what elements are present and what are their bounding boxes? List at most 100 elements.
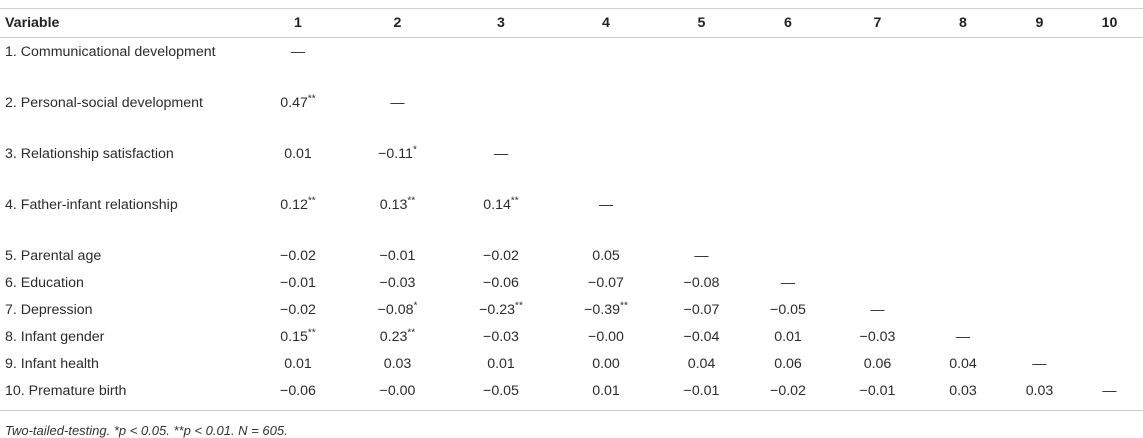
cell-value (923, 191, 1003, 242)
cell-value: −0.03 (346, 269, 449, 296)
cell-value: −0.01 (250, 269, 346, 296)
cell-value: −0.05 (744, 296, 832, 323)
correlation-value: 0.01 (592, 383, 620, 399)
cell-value: −0.02 (250, 242, 346, 269)
correlation-value: −0.01 (379, 248, 416, 264)
cell-value: −0.23** (449, 296, 553, 323)
correlation-value: −0.01 (683, 383, 720, 399)
table-body: 1. Communicational development —2. Person… (0, 38, 1143, 411)
cell-value: 0.05 (553, 242, 659, 269)
correlation-value: −0.00 (379, 383, 416, 399)
column-header-4: 4 (553, 8, 659, 38)
cell-value (1076, 38, 1143, 90)
table-row: 1. Communicational development — (0, 38, 1143, 90)
cell-value (659, 89, 744, 140)
row-label: 5. Parental age (5, 248, 102, 264)
cell-value (1003, 269, 1076, 296)
cell-value: 0.03 (346, 350, 449, 377)
column-header-8: 8 (923, 8, 1003, 38)
cell-value: −0.02 (250, 296, 346, 323)
correlation-value: — (1102, 383, 1117, 399)
correlation-value: 0.03 (383, 356, 412, 372)
correlation-value: 0.05 (592, 248, 620, 264)
correlation-value: −0.07 (683, 302, 720, 318)
cell-value (744, 140, 832, 191)
cell-value (923, 140, 1003, 191)
cell-value: — (346, 89, 449, 140)
cell-value: −0.05 (449, 377, 553, 411)
correlation-value: — (1032, 356, 1047, 372)
column-header-5: 5 (659, 8, 744, 38)
cell-value (659, 140, 744, 191)
row-label: 4. Father-infant relationship (5, 197, 178, 213)
cell-value: 0.01 (553, 377, 659, 411)
table-row: 4. Father-infant relationship 0.12** 0.13*… (0, 191, 1143, 242)
header-row: Variable 1 2 3 4 5 6 7 8 9 10 (0, 8, 1143, 38)
table-footnote: Two-tailed-testing. *p < 0.05. **p < 0.0… (5, 423, 288, 438)
cell-value: −0.01 (346, 242, 449, 269)
correlation-value: 0.06 (774, 356, 802, 372)
cell-value: −0.01 (659, 377, 744, 411)
cell-value (923, 296, 1003, 323)
correlation-value: — (694, 248, 709, 264)
cell-value: −0.39** (553, 296, 659, 323)
row-label: 10. Premature birth (0, 377, 250, 411)
cell-value: — (923, 323, 1003, 350)
cell-value: −0.04 (659, 323, 744, 350)
cell-value: −0.00 (346, 377, 449, 411)
cell-value (1076, 269, 1143, 296)
column-header-6: 6 (744, 8, 832, 38)
cell-value: −0.07 (553, 269, 659, 296)
column-header-7: 7 (832, 8, 923, 38)
cell-value: −0.01 (832, 377, 923, 411)
cell-value: 0.15** (250, 323, 346, 350)
cell-value: 0.12** (250, 191, 346, 242)
cell-value: 0.14** (449, 191, 553, 242)
correlation-value: 0.47** (280, 93, 316, 111)
table-row: 2. Personal-social development 0.47** — (0, 89, 1143, 140)
cell-value (832, 89, 923, 140)
cell-value (1003, 38, 1076, 90)
row-label: 2. Personal-social development (5, 95, 203, 111)
cell-value (832, 38, 923, 90)
correlation-value: −0.02 (770, 383, 806, 399)
correlation-value: −0.03 (859, 329, 896, 345)
cell-value: 0.06 (832, 350, 923, 377)
cell-value: — (553, 191, 659, 242)
cell-value (659, 191, 744, 242)
cell-value: 0.04 (659, 350, 744, 377)
correlation-value: −0.02 (483, 248, 519, 264)
correlation-value: −0.00 (588, 329, 624, 345)
correlation-value: −0.39** (584, 300, 628, 318)
table-row: 7. Depression −0.02 −0.08* −0.23** −0.39** −0… (0, 296, 1143, 323)
cell-value: 0.47** (250, 89, 346, 140)
column-header-10: 10 (1076, 8, 1143, 38)
correlation-value: 0.14** (483, 195, 519, 213)
correlation-value: 0.15** (280, 327, 316, 345)
cell-value: — (449, 140, 553, 191)
row-label: 7. Depression (5, 302, 93, 318)
cell-value: −0.03 (449, 323, 553, 350)
correlation-value: −0.08 (683, 275, 720, 291)
cell-value (1076, 296, 1143, 323)
correlation-value: 0.04 (687, 356, 716, 372)
cell-value (832, 140, 923, 191)
cell-value (553, 89, 659, 140)
cell-value (659, 38, 744, 90)
cell-value: 0.01 (449, 350, 553, 377)
correlation-value: −0.04 (683, 329, 720, 345)
correlation-value: −0.11* (378, 144, 417, 162)
correlation-value: 0.13** (379, 195, 416, 213)
cell-value (1003, 296, 1076, 323)
cell-value: — (744, 269, 832, 296)
column-header-3: 3 (449, 8, 553, 38)
cell-value (1003, 242, 1076, 269)
correlation-table: Variable 1 2 3 4 5 6 7 8 9 10 1. Communicational d… (0, 8, 1143, 411)
cell-value: −0.08* (346, 296, 449, 323)
cell-value (832, 269, 923, 296)
cell-value (449, 38, 553, 90)
cell-value (1076, 140, 1143, 191)
cell-value: −0.06 (449, 269, 553, 296)
correlation-value: 0.04 (949, 356, 977, 372)
correlation-value: 0.03 (949, 383, 977, 399)
